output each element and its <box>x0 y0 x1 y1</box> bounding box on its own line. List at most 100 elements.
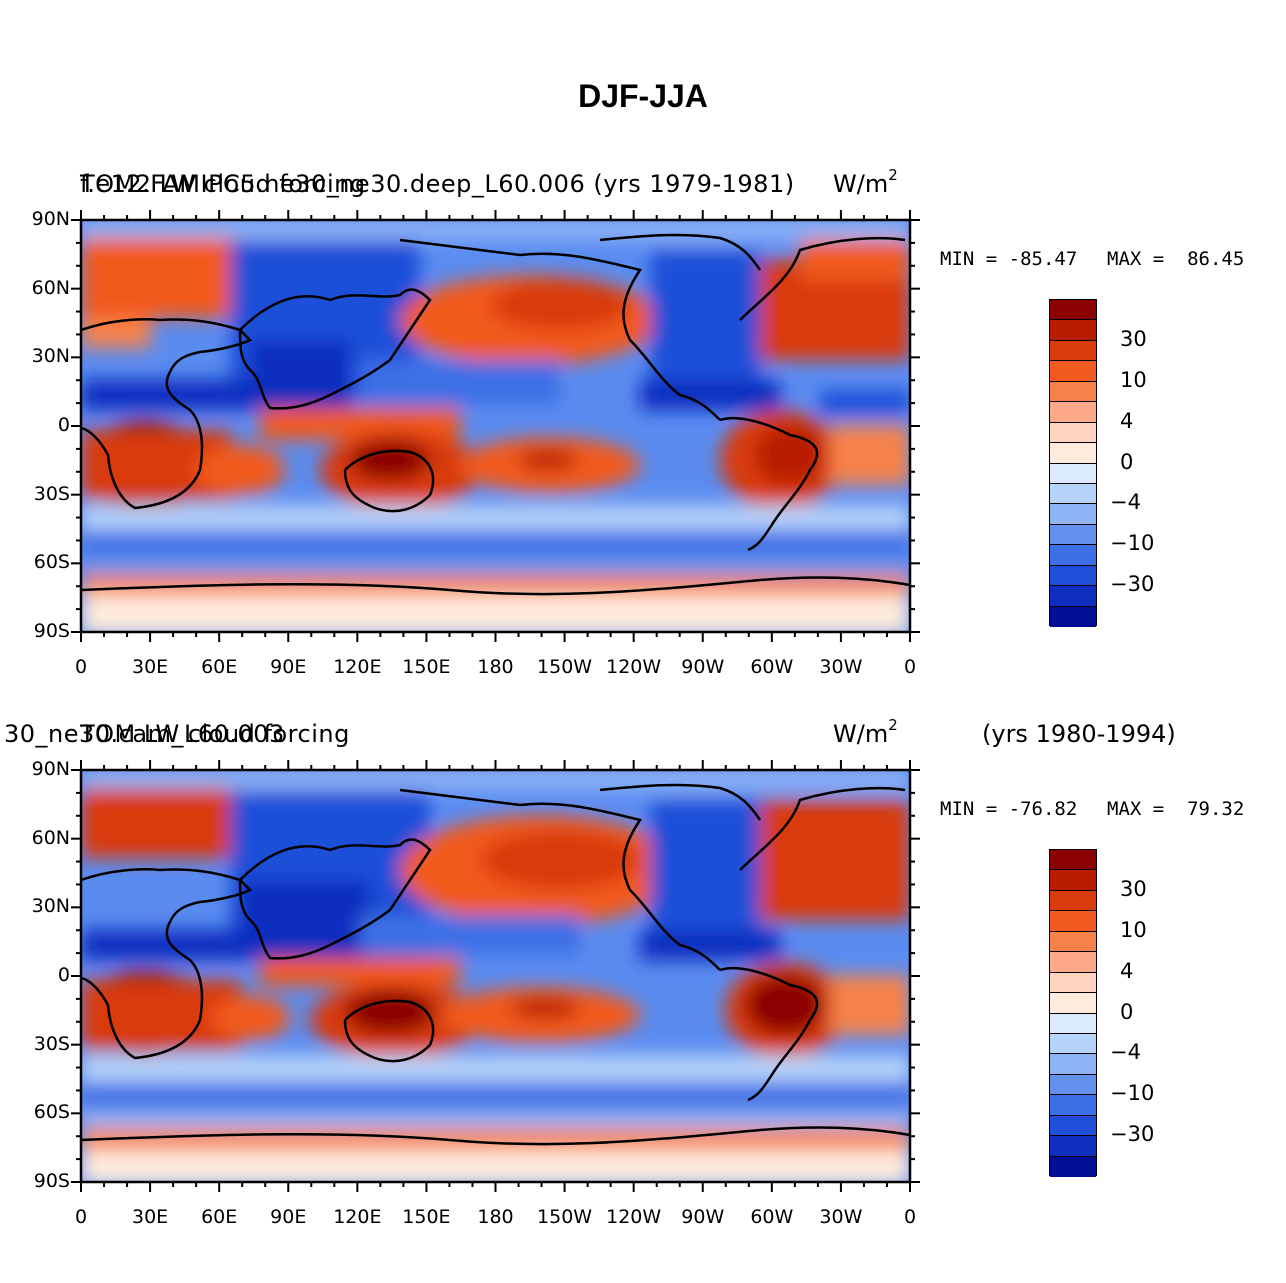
colorbar-swatch <box>1050 483 1096 505</box>
lon-tick-label: 90E <box>270 656 307 678</box>
colorbar-label: −30 <box>1110 1122 1155 1147</box>
lat-tick-label: 60N <box>31 826 70 849</box>
lon-tick-label: 180 <box>477 1206 514 1228</box>
colorbar-swatch <box>1050 565 1096 587</box>
lon-tick-label: 60W <box>750 656 794 678</box>
colorbar-swatch <box>1050 340 1096 362</box>
lat-tick-label: 60N <box>31 276 70 299</box>
colorbar-label: 10 <box>1120 367 1147 392</box>
colorbar-swatch <box>1050 850 1096 871</box>
colorbar-swatch <box>1050 952 1096 973</box>
lat-tick-label: 90S <box>33 1170 70 1192</box>
lon-tick-label: 120W <box>606 656 662 678</box>
lon-tick-label: 150W <box>537 1206 593 1228</box>
panel-bottom-right-title: (yrs 1980-1994) <box>982 720 1176 748</box>
panel-bottom-units: W/m2 <box>833 716 898 748</box>
colorbar-bottom <box>1049 849 1097 1177</box>
lon-tick-label: 90W <box>681 1206 725 1228</box>
lat-tick-label: 90N <box>31 758 70 780</box>
colorbar-swatch <box>1050 1115 1096 1137</box>
lon-tick-label: 150E <box>402 1206 451 1228</box>
panel-bottom-map <box>81 770 910 1182</box>
colorbar-swatch <box>1050 443 1096 464</box>
lat-tick-label: 30N <box>31 895 70 918</box>
panel-bottom-max: MAX = 79.32 <box>1107 798 1245 820</box>
colorbar-swatch <box>1050 422 1096 444</box>
colorbar-swatch <box>1050 524 1096 546</box>
panel-top-units-sup: 2 <box>888 166 898 184</box>
lon-tick-label: 0 <box>74 1206 88 1228</box>
lon-tick-label: 60E <box>201 656 238 678</box>
colorbar-label: 10 <box>1120 917 1147 942</box>
panel-bottom-left-title-b: TOM LW cloud forcing <box>80 720 350 748</box>
lon-tick-label: 120E <box>333 1206 382 1228</box>
colorbar-label: 0 <box>1120 999 1134 1024</box>
lon-tick-label: 90E <box>270 1206 307 1228</box>
panel-top-left-title-b: TOM2 LW cloud forcing <box>80 170 366 198</box>
lon-tick-label: 0 <box>74 656 88 678</box>
colorbar-label: −10 <box>1110 1081 1155 1106</box>
lon-tick-label: 90W <box>681 656 725 678</box>
lon-tick-label: 0 <box>903 656 917 678</box>
lat-tick-label: 30N <box>31 345 70 368</box>
lat-tick-label: 60S <box>33 551 70 574</box>
panel-bottom-units-text: W/m <box>833 720 889 748</box>
lon-tick-label: 150W <box>537 656 593 678</box>
lon-tick-label: 60E <box>201 1206 238 1228</box>
colorbar-swatch <box>1050 300 1096 321</box>
colorbar-swatch <box>1050 504 1096 525</box>
lon-tick-label: 120E <box>333 656 382 678</box>
lon-tick-label: 120W <box>606 1206 662 1228</box>
colorbar-label: 30 <box>1120 326 1147 351</box>
panel-top-map <box>81 220 910 632</box>
colorbar-swatch <box>1050 1033 1096 1055</box>
colorbar-swatch <box>1050 1156 1096 1177</box>
axis-ticks <box>71 210 920 1192</box>
lat-tick-label: 0 <box>57 414 70 436</box>
colorbar-swatch <box>1050 1013 1096 1034</box>
colorbar-label: 4 <box>1120 408 1134 433</box>
lon-tick-label: 30E <box>131 656 169 678</box>
colorbar-swatch <box>1050 361 1096 382</box>
panel-bottom-units-sup: 2 <box>888 716 898 734</box>
coastlines-bottom <box>81 783 910 1146</box>
colorbar-label: 30 <box>1120 876 1147 901</box>
colorbar-label: −30 <box>1110 572 1155 597</box>
panel-top-units-text: W/m <box>833 170 889 198</box>
colorbar-swatch <box>1050 911 1096 932</box>
colorbar-swatch <box>1050 1074 1096 1096</box>
panel-bottom-min: MIN = -76.82 <box>940 798 1078 820</box>
colorbar-label: −4 <box>1110 1040 1141 1065</box>
colorbar-swatch <box>1050 402 1096 423</box>
lon-tick-label: 180 <box>477 656 514 678</box>
panel-top-max: MAX = 86.45 <box>1107 248 1245 270</box>
panel-top-left-title-a: f.e12.FAMIPC5.ne30_ne30.deep_L60.006 (yr… <box>80 170 795 198</box>
colorbar-swatch <box>1050 993 1096 1014</box>
panel-top-units: W/m2 <box>833 166 898 198</box>
colorbar-label: −10 <box>1110 531 1155 556</box>
lon-tick-label: 30E <box>131 1206 169 1228</box>
colorbar-swatch <box>1050 320 1096 341</box>
colorbar-top <box>1049 299 1097 627</box>
colorbar-swatch <box>1050 972 1096 994</box>
lon-tick-label: 60W <box>750 1206 794 1228</box>
colorbar-swatch <box>1050 890 1096 912</box>
lon-tick-label: 30W <box>819 1206 863 1228</box>
colorbar-swatch <box>1050 381 1096 403</box>
colorbar-swatch <box>1050 545 1096 566</box>
lon-tick-label: 30W <box>819 656 863 678</box>
colorbar-swatch <box>1050 463 1096 484</box>
panel-top-min: MIN = -85.47 <box>940 248 1078 270</box>
figure-title: DJF-JJA <box>578 78 708 114</box>
lat-tick-label: 30S <box>33 482 70 505</box>
coastlines-top <box>81 233 910 596</box>
colorbar-swatch <box>1050 870 1096 891</box>
lat-tick-label: 30S <box>33 1032 70 1055</box>
lat-tick-label: 90S <box>33 620 70 642</box>
colorbar-swatch <box>1050 1095 1096 1116</box>
lat-tick-label: 0 <box>57 964 70 986</box>
colorbar-swatch <box>1050 586 1096 607</box>
colorbar-swatch <box>1050 606 1096 627</box>
colorbar-label: 4 <box>1120 958 1134 983</box>
